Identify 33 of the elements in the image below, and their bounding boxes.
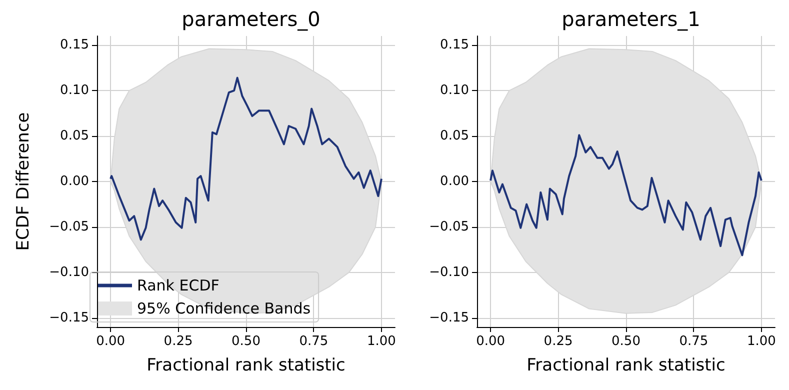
x-tick-label: 0.00 xyxy=(476,334,506,349)
line-series xyxy=(490,134,762,256)
x-axis-title: Fractional rank statistic xyxy=(526,356,726,376)
line-series xyxy=(110,76,382,241)
y-tick-label: 0.10 xyxy=(440,83,469,98)
y-tick-label: 0.15 xyxy=(440,38,469,53)
y-tick-label: −0.15 xyxy=(429,310,469,326)
x-tick-label: 1.00 xyxy=(366,334,396,349)
y-tick-label: −0.10 xyxy=(429,264,469,280)
x-tick-label: 0.50 xyxy=(232,334,260,349)
y-tick-label: 0.00 xyxy=(440,174,469,189)
y-tick-label: −0.05 xyxy=(429,219,469,234)
chart-title: parameters_0 xyxy=(182,7,320,31)
y-axis-title: ECDF Difference xyxy=(14,112,34,251)
x-tick-label: 0.25 xyxy=(544,334,573,349)
y-tick-label: 0.15 xyxy=(60,38,89,53)
legend-label: 95% Confidence Bands xyxy=(137,300,311,318)
x-tick-label: 0.00 xyxy=(96,334,126,349)
x-axis-title: Fractional rank statistic xyxy=(146,356,346,376)
y-tick-label: 0.10 xyxy=(60,83,89,98)
chart-title: parameters_1 xyxy=(562,7,700,31)
legend-label: Rank ECDF xyxy=(137,276,220,294)
y-tick-label: 0.00 xyxy=(60,174,89,189)
x-tick-label: 1.00 xyxy=(746,334,776,349)
y-tick-label: −0.15 xyxy=(49,310,89,326)
x-tick-label: 0.25 xyxy=(164,334,193,349)
x-tick-label: 0.50 xyxy=(612,334,640,349)
y-tick-label: −0.05 xyxy=(49,219,89,234)
y-tick-label: 0.05 xyxy=(60,128,89,144)
x-tick-label: 0.75 xyxy=(679,334,708,349)
y-tick-label: 0.05 xyxy=(440,128,469,144)
x-tick-label: 0.75 xyxy=(299,334,328,349)
y-tick-label: −0.10 xyxy=(49,264,89,280)
